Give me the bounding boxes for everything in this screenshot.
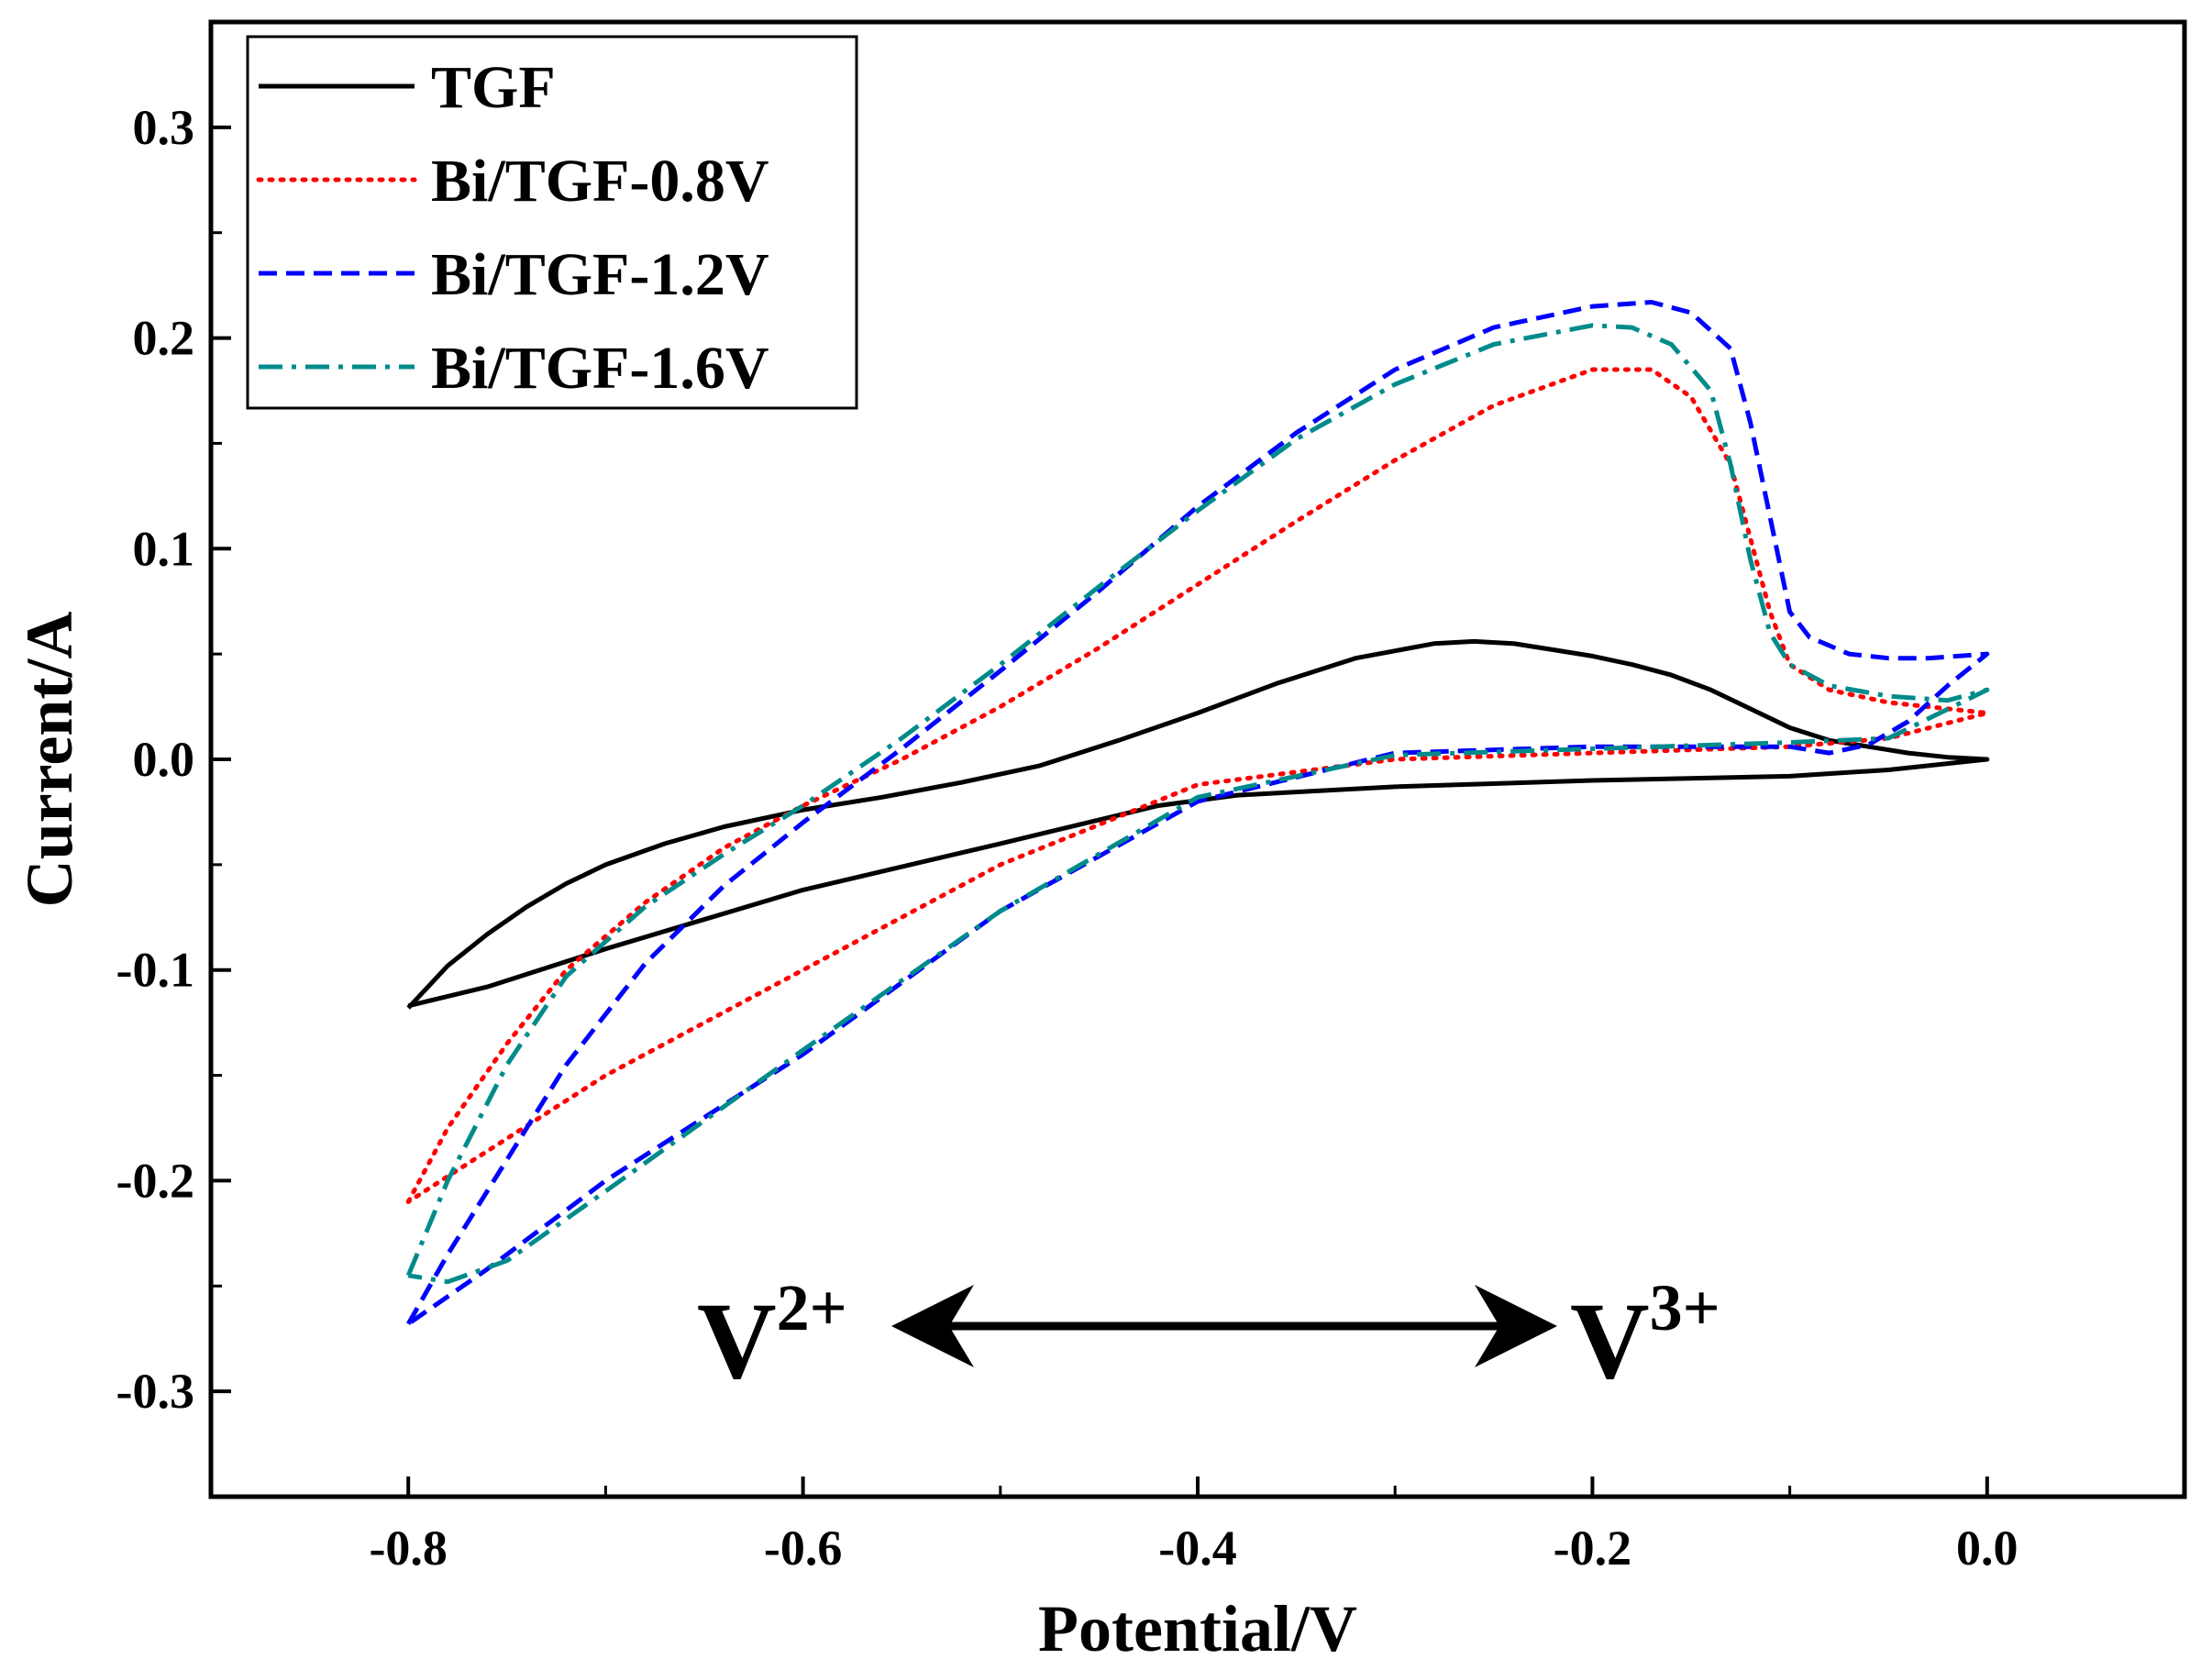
y-tick-label: -0.1: [116, 943, 194, 998]
annotation-v3-plus: V3+: [1570, 1271, 1720, 1401]
legend-entry-bi-tgf-1-6v: Bi/TGF-1.6V: [259, 335, 769, 402]
y-tick-label: 0.0: [133, 732, 195, 787]
y-tick-label: 0.1: [133, 521, 195, 576]
y-tick-label: -0.2: [116, 1153, 194, 1208]
legend-box: [246, 35, 858, 410]
legend-label-bi-tgf-1-6v: Bi/TGF-1.6V: [431, 335, 769, 402]
redox-annotation: V2+ V3+: [697, 1271, 1720, 1401]
series-group: [405, 300, 1990, 1326]
x-axis-title: Potential/V: [1038, 1592, 1357, 1665]
legend: TGF Bi/TGF-0.8V Bi/TGF-1.2V Bi/TGF-1.6V: [246, 35, 858, 410]
y-axis-title: Current/A: [13, 612, 86, 908]
x-tick-label: 0.0: [1956, 1521, 2018, 1576]
y-tick-label: -0.3: [116, 1364, 194, 1419]
legend-label-bi-tgf-1-2v: Bi/TGF-1.2V: [431, 241, 769, 308]
series-line-bi-tgf-1-2v: [406, 300, 1990, 1326]
legend-entry-tgf: TGF: [259, 54, 556, 121]
x-tick-label: -0.6: [764, 1521, 842, 1576]
x-tick-label: -0.2: [1554, 1521, 1631, 1576]
series-line-bi-tgf-1-6v: [405, 323, 1990, 1285]
legend-label-tgf: TGF: [431, 54, 556, 121]
legend-label-bi-tgf-0-8v: Bi/TGF-0.8V: [431, 148, 769, 215]
y-axis-ticks: -0.3 -0.2 -0.1 0.0 0.1 0.2 0.3: [116, 100, 231, 1419]
series-line-bi-tgf-0-8v: [405, 367, 1990, 1204]
x-tick-label: -0.8: [369, 1521, 447, 1576]
series-line-tgf: [406, 638, 1990, 1010]
x-axis-ticks: -0.8 -0.6 -0.4 -0.2 0.0: [369, 1476, 2018, 1576]
y-tick-label: 0.3: [133, 100, 195, 155]
annotation-v2-plus: V2+: [697, 1271, 847, 1401]
y-tick-label: 0.2: [133, 311, 195, 366]
x-tick-label: -0.4: [1158, 1521, 1236, 1576]
plot-frame: [208, 19, 2187, 1499]
legend-entry-bi-tgf-1-2v: Bi/TGF-1.2V: [259, 241, 769, 308]
legend-entry-bi-tgf-0-8v: Bi/TGF-0.8V: [256, 148, 769, 215]
